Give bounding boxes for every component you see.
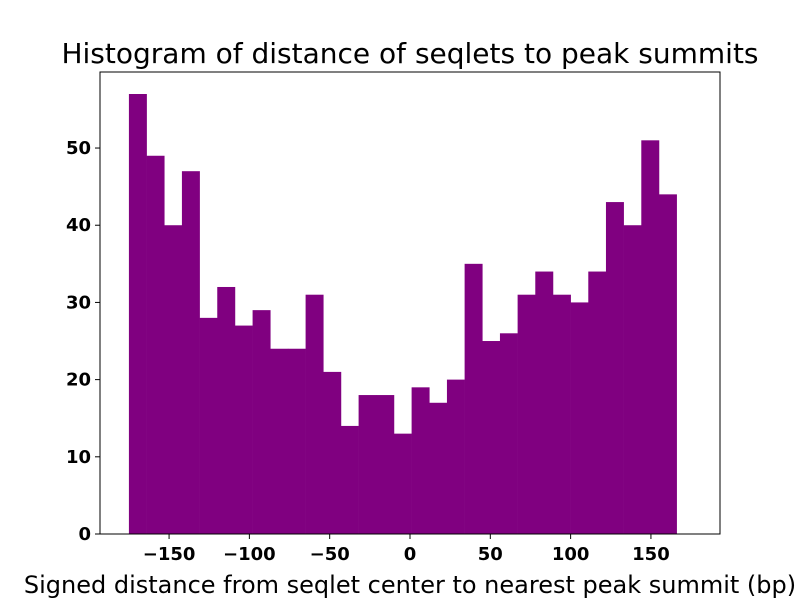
histogram-bar-26 — [588, 271, 607, 534]
histogram-bar-2 — [164, 225, 183, 534]
y-tick-label: 20 — [66, 370, 91, 391]
histogram-bar-17 — [429, 402, 448, 534]
histogram-bar-7 — [252, 310, 271, 534]
histogram-bar-12 — [340, 425, 359, 534]
histogram-bar-5 — [217, 286, 236, 534]
histogram-bar-0 — [128, 94, 147, 534]
histogram-bar-1 — [146, 155, 165, 534]
histogram-bar-21 — [499, 333, 518, 534]
histogram-bar-19 — [464, 263, 483, 534]
histogram-bars — [128, 94, 677, 534]
x-tick-label: 100 — [552, 544, 590, 565]
x-axis-label: Signed distance from seqlet center to ne… — [24, 571, 796, 599]
histogram-bar-14 — [376, 395, 395, 534]
histogram-bar-23 — [535, 271, 554, 534]
y-tick-label: 0 — [78, 524, 91, 545]
histogram-bar-30 — [658, 194, 677, 534]
histogram-bar-9 — [287, 348, 306, 534]
y-tick-label: 40 — [66, 215, 91, 236]
chart-title: Histogram of distance of seqlets to peak… — [61, 37, 758, 70]
histogram-bar-4 — [199, 317, 218, 534]
x-tick-label: −150 — [143, 544, 196, 565]
histogram-bar-28 — [623, 225, 642, 534]
histogram-bar-29 — [641, 140, 660, 534]
x-tick-label: −50 — [310, 544, 350, 565]
histogram-bar-18 — [446, 379, 465, 534]
histogram-bar-11 — [323, 371, 342, 534]
histogram-bar-20 — [482, 341, 501, 534]
x-tick-label: 50 — [478, 544, 503, 565]
x-tick-label: 0 — [404, 544, 417, 565]
y-tick-label: 10 — [66, 447, 91, 468]
histogram-bar-25 — [570, 302, 589, 534]
histogram-bar-10 — [305, 294, 324, 534]
y-tick-label: 50 — [66, 138, 91, 159]
histogram-bar-24 — [552, 294, 571, 534]
x-axis: −150 −100 −50 0 50 100 150 — [143, 534, 670, 565]
histogram-bar-13 — [358, 395, 377, 534]
y-axis: 0 10 20 30 40 50 — [66, 138, 100, 545]
x-tick-label: 150 — [632, 544, 670, 565]
histogram-bar-3 — [181, 171, 200, 534]
histogram-bar-22 — [517, 294, 536, 534]
histogram-bar-16 — [411, 387, 430, 534]
y-tick-label: 30 — [66, 292, 91, 313]
x-tick-label: −100 — [223, 544, 276, 565]
histogram-bar-8 — [270, 348, 289, 534]
histogram-bar-27 — [605, 202, 624, 534]
histogram-bar-15 — [393, 433, 412, 534]
histogram-bar-6 — [234, 325, 253, 534]
